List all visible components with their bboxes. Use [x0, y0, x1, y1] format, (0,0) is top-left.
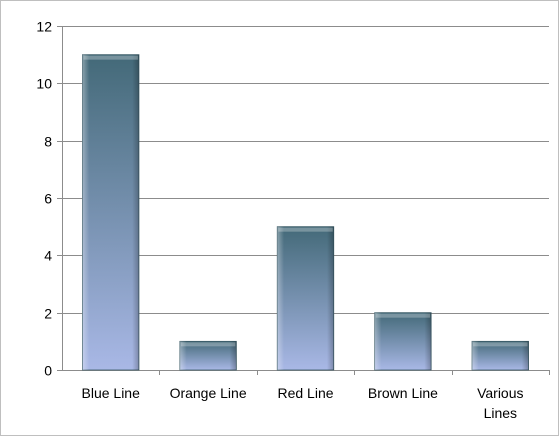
x-tick-label-line: Brown Line: [368, 385, 438, 401]
x-tick-label-line: Blue Line: [82, 385, 141, 401]
x-tick-label: Orange Line: [170, 385, 247, 401]
x-tick-label: Brown Line: [368, 385, 438, 401]
bar-bevel: [375, 313, 431, 318]
y-tick-label: 12: [36, 19, 52, 35]
x-tick-label: Blue Line: [82, 385, 141, 401]
bar-shading: [179, 341, 237, 370]
y-tick-label: 2: [44, 306, 52, 322]
bar-red-line: [276, 226, 335, 371]
bar-bevel: [180, 342, 236, 347]
y-tick-label: 4: [44, 248, 52, 264]
x-tick-label-line: Various: [477, 385, 523, 401]
bar-bevel: [473, 342, 528, 347]
bar-shading: [374, 312, 432, 370]
bar-various-lines: [471, 340, 529, 371]
x-tick-label-line: Red Line: [277, 385, 333, 401]
bar-brown-line: [374, 312, 432, 371]
y-tick-label: 10: [36, 76, 52, 92]
x-tick-label: Red Line: [277, 385, 333, 401]
gridlines: [62, 26, 549, 314]
y-tick-label: 0: [44, 363, 52, 379]
bar-bevel: [278, 227, 333, 232]
x-tick-label-line: Lines: [484, 405, 517, 421]
x-tick-label-line: Orange Line: [170, 385, 247, 401]
axes: [57, 26, 550, 375]
y-tick-label: 8: [44, 134, 52, 150]
bar-blue-line: [82, 54, 140, 371]
y-tick-label: 6: [44, 191, 52, 207]
x-tick-label: Various Lines: [477, 385, 523, 421]
bars: [82, 54, 529, 371]
bar-shading: [472, 341, 529, 370]
y-tick-labels: 0 2 4 6 8 10 12: [36, 19, 52, 379]
bar-bevel: [83, 55, 138, 60]
bar-orange-line: [179, 340, 237, 371]
bar-shading: [277, 226, 334, 370]
x-tick-labels: Blue Line Orange Line Red Line Brown Line Va…: [82, 385, 524, 421]
bar-shading: [82, 54, 139, 371]
